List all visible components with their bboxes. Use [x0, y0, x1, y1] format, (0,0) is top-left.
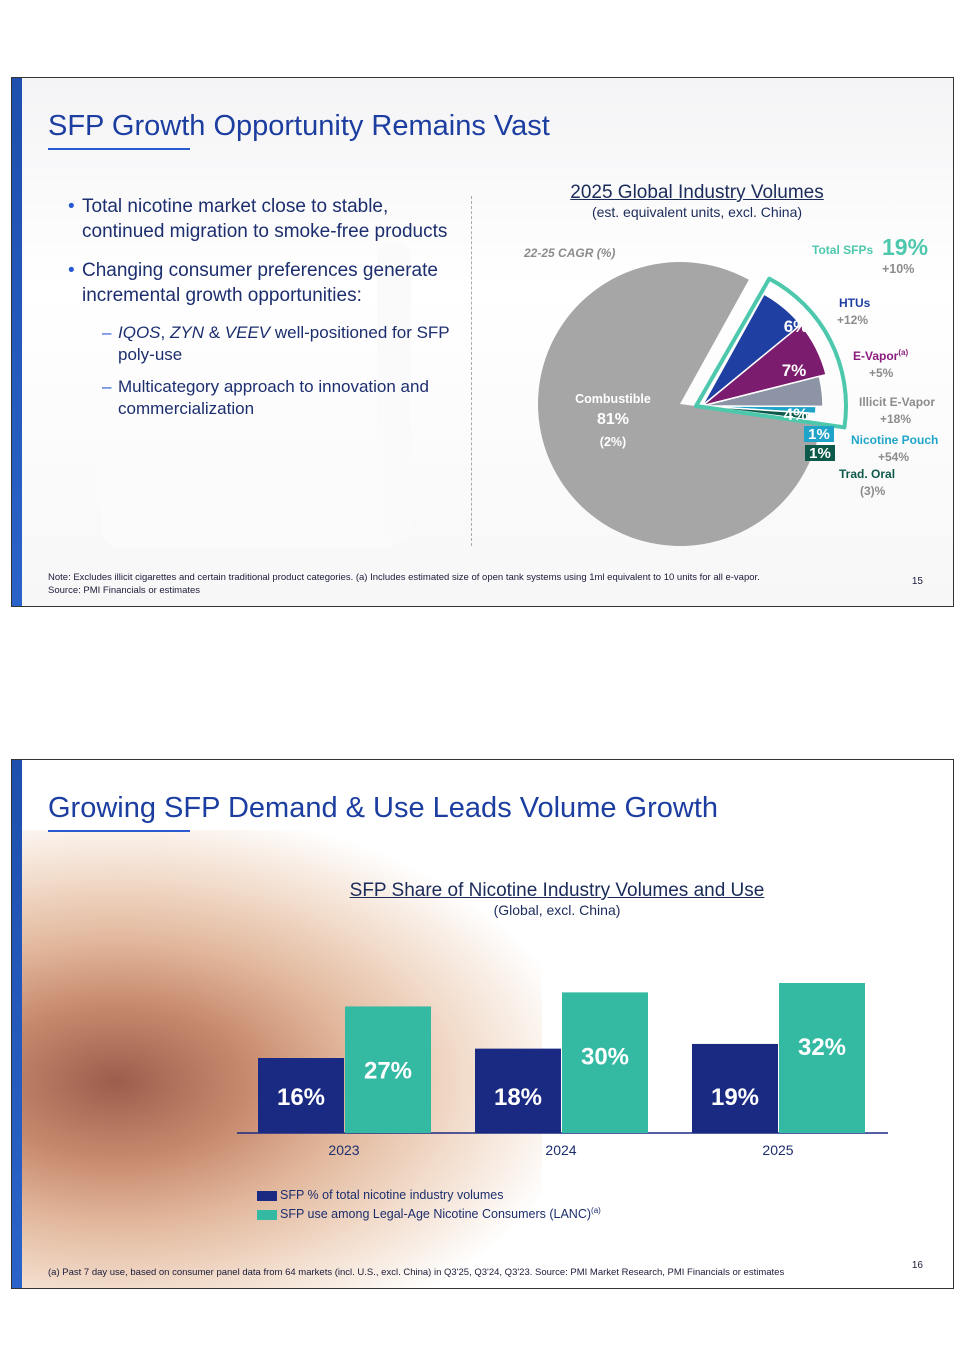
- combustible-label: Combustible: [575, 392, 651, 406]
- pie-slice-combustible: [538, 262, 821, 547]
- illicit-evapor-cagr: +18%: [880, 412, 912, 426]
- column-divider: [471, 196, 472, 546]
- bar-value-label: 30%: [581, 1043, 629, 1070]
- evapor-label: E-Vapor(a): [853, 348, 908, 363]
- nicotine-pouch-cagr: +54%: [878, 450, 910, 464]
- footnote-source: Source: PMI Financials or estimates: [48, 584, 201, 596]
- bar-sfp-lanc: [345, 1006, 431, 1133]
- title-underline: [48, 148, 190, 150]
- sub-bullet-item: Multicategory approach to innovation and…: [68, 376, 468, 420]
- device-image: [102, 458, 402, 548]
- bar-value-label: 16%: [277, 1084, 325, 1111]
- bar-value-label: 32%: [798, 1034, 846, 1061]
- bullet-item: Total nicotine market close to stable, c…: [68, 194, 468, 244]
- bar-value-label: 18%: [494, 1084, 542, 1111]
- footnote: Note: Excludes illicit cigarettes and ce…: [48, 572, 760, 598]
- bar-sfp-volume: [475, 1048, 561, 1133]
- x-tick-label: 2025: [762, 1142, 793, 1158]
- htus-label: HTUs: [839, 296, 871, 310]
- brand-veev: VEEV: [224, 323, 271, 343]
- bar-sfp-volume: [692, 1043, 778, 1133]
- sub-bullet-item: IQOS, ZYN & VEEV well-positioned for SFP…: [68, 322, 468, 366]
- bar-sfp-volume: [258, 1058, 344, 1133]
- slide-title: Growing SFP Demand & Use Leads Volume Gr…: [48, 792, 719, 824]
- bar-chart-heading: SFP Share of Nicotine Industry Volumes a…: [307, 880, 807, 918]
- slide-16: Growing SFP Demand & Use Leads Volume Gr…: [11, 759, 954, 1289]
- pie-chart-subtitle: (est. equivalent units, excl. China): [591, 204, 803, 220]
- bullet-item: Changing consumer preferences generate i…: [68, 258, 468, 308]
- trad-oral-label: Trad. Oral: [839, 467, 896, 481]
- sub-bullet-text: well-positioned for SFP poly-use: [118, 323, 450, 365]
- brand-iqos: IQOS: [118, 323, 161, 343]
- pie-small-label-bg: [804, 426, 834, 442]
- bar-sfp-lanc: [779, 983, 865, 1133]
- illicit-evapor-label: Illicit E-Vapor: [859, 395, 936, 409]
- legend-item-volumes: SFP % of total nicotine industry volumes: [257, 1188, 504, 1202]
- bar-chart-title: SFP Share of Nicotine Industry Volumes a…: [349, 880, 765, 901]
- slide-15: SFP Growth Opportunity Remains Vast Tota…: [11, 77, 954, 607]
- legend-footnote: (a): [591, 1206, 601, 1215]
- brand-separator: &: [203, 323, 225, 343]
- bar-chart: 16% 27% 2023 18% 30% 2024 19% 32% 2025: [237, 983, 888, 1158]
- trad-oral-cagr: (3)%: [860, 484, 886, 498]
- pie-value-label: 4%: [784, 405, 809, 424]
- brand-zyn: ZYN: [169, 323, 204, 343]
- evapor-cagr: +5%: [869, 366, 894, 380]
- footnote-note: Note: Excludes illicit cigarettes and ce…: [48, 572, 760, 583]
- x-tick-label: 2024: [545, 1142, 576, 1158]
- slide-accent-bar: [12, 760, 22, 1288]
- total-sfp-outline: [694, 276, 848, 430]
- pie-chart-heading: 2025 Global Industry Volumes (est. equiv…: [532, 182, 862, 220]
- legend-label-lanc: SFP use among Legal-Age Nicotine Consume…: [280, 1207, 592, 1222]
- combustible-value: 81%: [597, 411, 629, 428]
- bar-sfp-lanc: [562, 992, 648, 1133]
- legend-item-lanc: SFP use among Legal-Age Nicotine Consume…: [257, 1206, 601, 1221]
- total-sfp-value: 19%: [882, 234, 929, 260]
- slide-title: SFP Growth Opportunity Remains Vast: [48, 110, 550, 142]
- page-number: 16: [911, 1260, 923, 1271]
- pie-value-label: 1%: [809, 445, 831, 462]
- legend-swatch-volumes: [257, 1190, 277, 1201]
- pie-value-label: 7%: [782, 361, 807, 380]
- bar-value-label: 19%: [711, 1084, 759, 1111]
- pie-slice-e-vapor: [701, 323, 828, 407]
- evapor-footnote: (a): [898, 348, 909, 357]
- pie-value-label: 1%: [808, 426, 830, 443]
- x-tick-label: 2023: [328, 1142, 359, 1158]
- pie-chart: 6% 7% 4% 1% 1% Combustible 81% (2%): [538, 262, 848, 547]
- slide-accent-bar: [12, 78, 22, 606]
- footnote: (a) Past 7 day use, based on consumer pa…: [48, 1267, 785, 1278]
- evapor-name: E-Vapor: [853, 349, 899, 363]
- combustible-cagr: (2%): [600, 435, 626, 449]
- bar-chart-subtitle: (Global, excl. China): [493, 902, 621, 918]
- pie-chart-title: 2025 Global Industry Volumes: [570, 182, 824, 203]
- total-sfp-label: Total SFPs: [812, 243, 874, 257]
- legend-label-volumes: SFP % of total nicotine industry volumes: [280, 1188, 504, 1202]
- legend-swatch-lanc: [257, 1209, 277, 1220]
- title-underline: [48, 830, 190, 832]
- pie-value-label: 6%: [784, 317, 809, 336]
- bullet-list: Total nicotine market close to stable, c…: [68, 194, 468, 429]
- pie-slice-illicit-e-vapor: [701, 375, 824, 408]
- nicotine-pouch-label: Nicotine Pouch: [851, 433, 939, 447]
- bar-value-label: 27%: [364, 1057, 412, 1084]
- pie-small-label-bg: [805, 445, 835, 461]
- total-sfp-cagr: +10%: [882, 262, 915, 276]
- brand-separator: ,: [160, 323, 170, 343]
- htus-cagr: +12%: [837, 313, 869, 327]
- cagr-axis-label: 22-25 CAGR (%): [524, 246, 616, 260]
- page-number: 15: [911, 576, 923, 587]
